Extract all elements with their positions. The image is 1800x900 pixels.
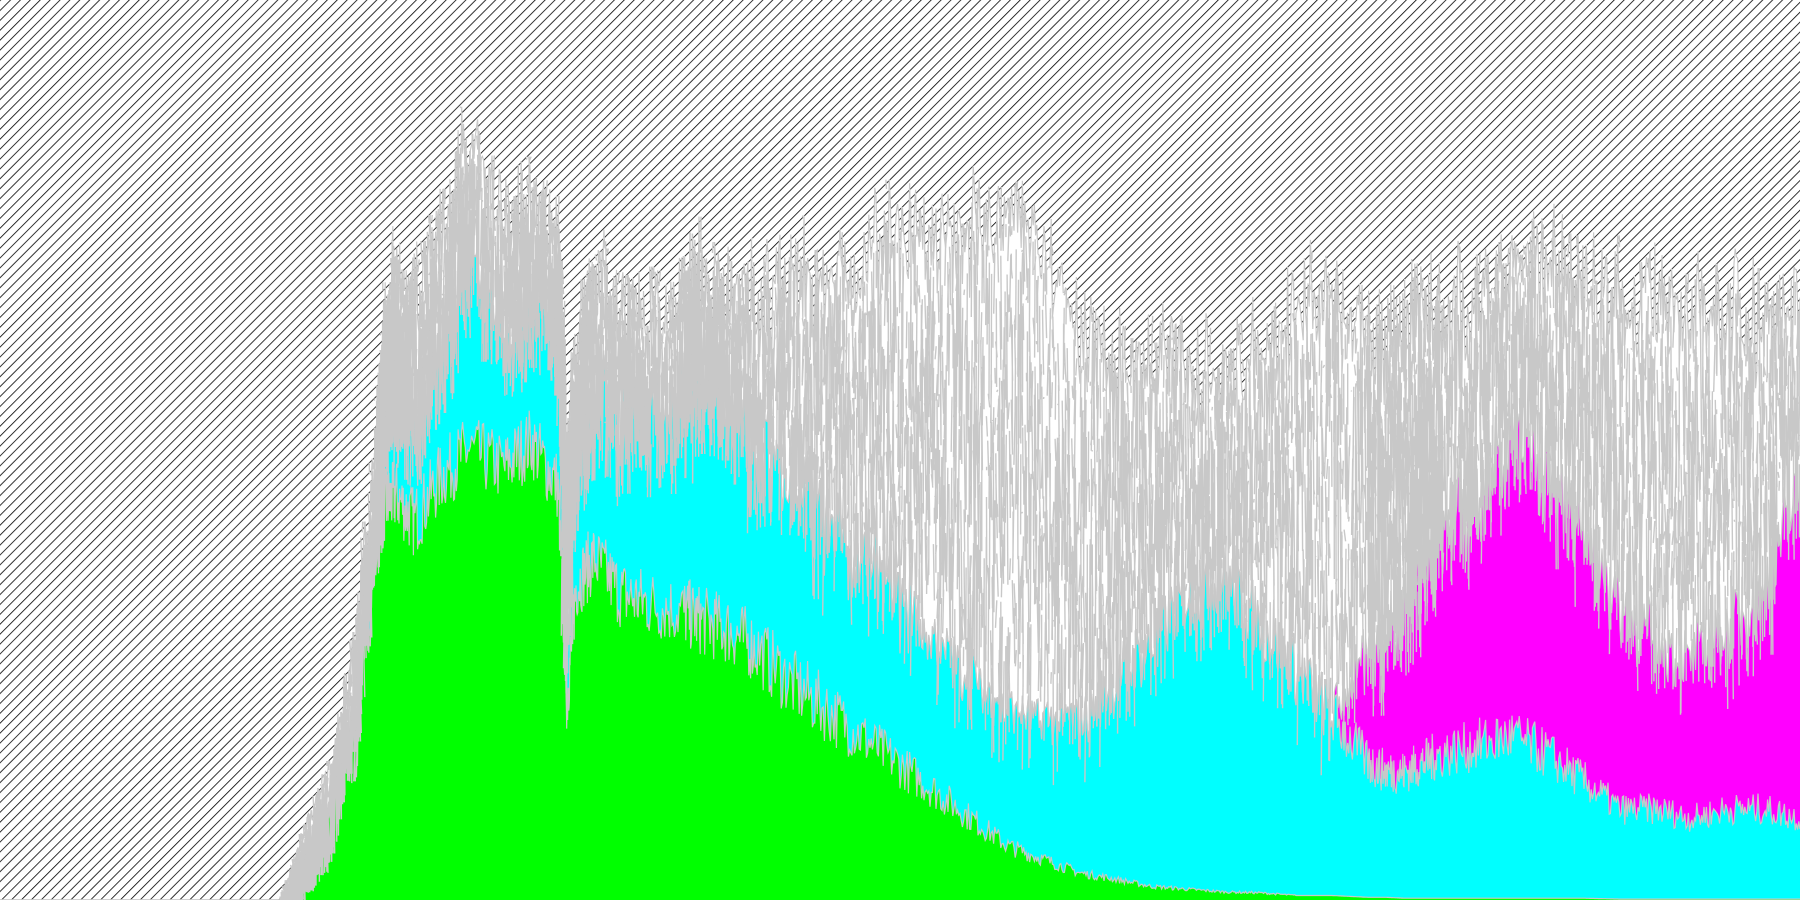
white-band-edge [0,106,1800,900]
magenta-band-edge [0,232,1800,900]
green-band-area [0,410,1800,900]
magenta-band-area [0,232,1800,900]
green-band-edge [0,410,1800,900]
gridline-noise [0,106,1800,900]
